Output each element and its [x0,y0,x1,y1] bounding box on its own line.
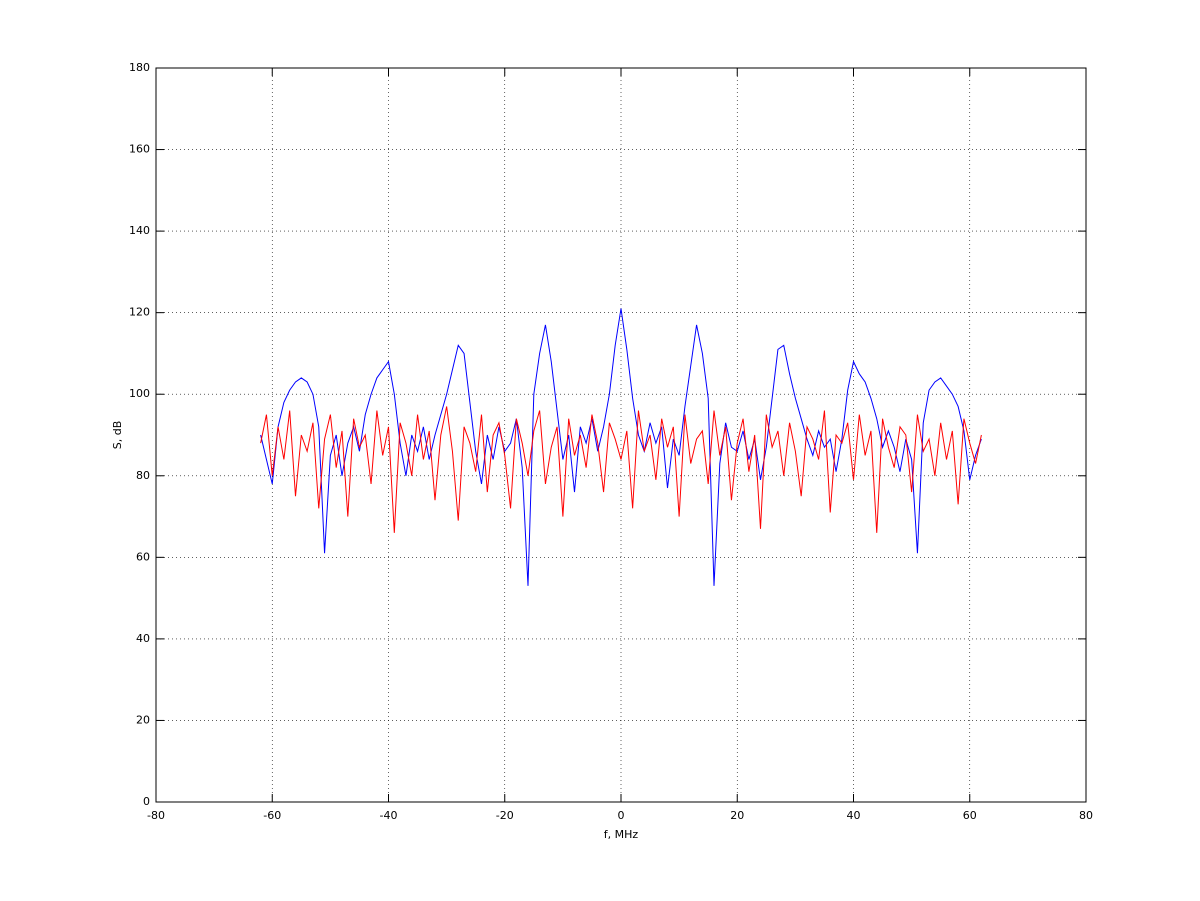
y-tick-label: 60 [136,550,150,563]
y-tick-label: 40 [136,632,150,645]
y-tick-label: 140 [129,224,150,237]
x-tick-label: 20 [730,809,744,822]
y-tick-label: 160 [129,143,150,156]
x-tick-label: 60 [963,809,977,822]
x-axis-label: f, MHz [604,828,639,841]
x-tick-label: -20 [496,809,514,822]
y-tick-label: 100 [129,387,150,400]
y-tick-label: 20 [136,713,150,726]
x-tick-label: 80 [1079,809,1093,822]
plot-area [156,68,1086,802]
y-tick-label: 0 [143,795,150,808]
data-line [260,406,982,533]
axes-box [155,67,1087,803]
x-tick-label: -60 [263,809,281,822]
y-tick-label: 80 [136,469,150,482]
x-tick-label: -40 [380,809,398,822]
data-line [260,308,982,586]
y-tick-label: 120 [129,306,150,319]
x-tick-label: 40 [847,809,861,822]
x-tick-label: 0 [618,809,625,822]
y-axis-label: S, dB [111,421,124,450]
y-tick-label: 180 [129,61,150,74]
x-tick-label: -80 [147,809,165,822]
